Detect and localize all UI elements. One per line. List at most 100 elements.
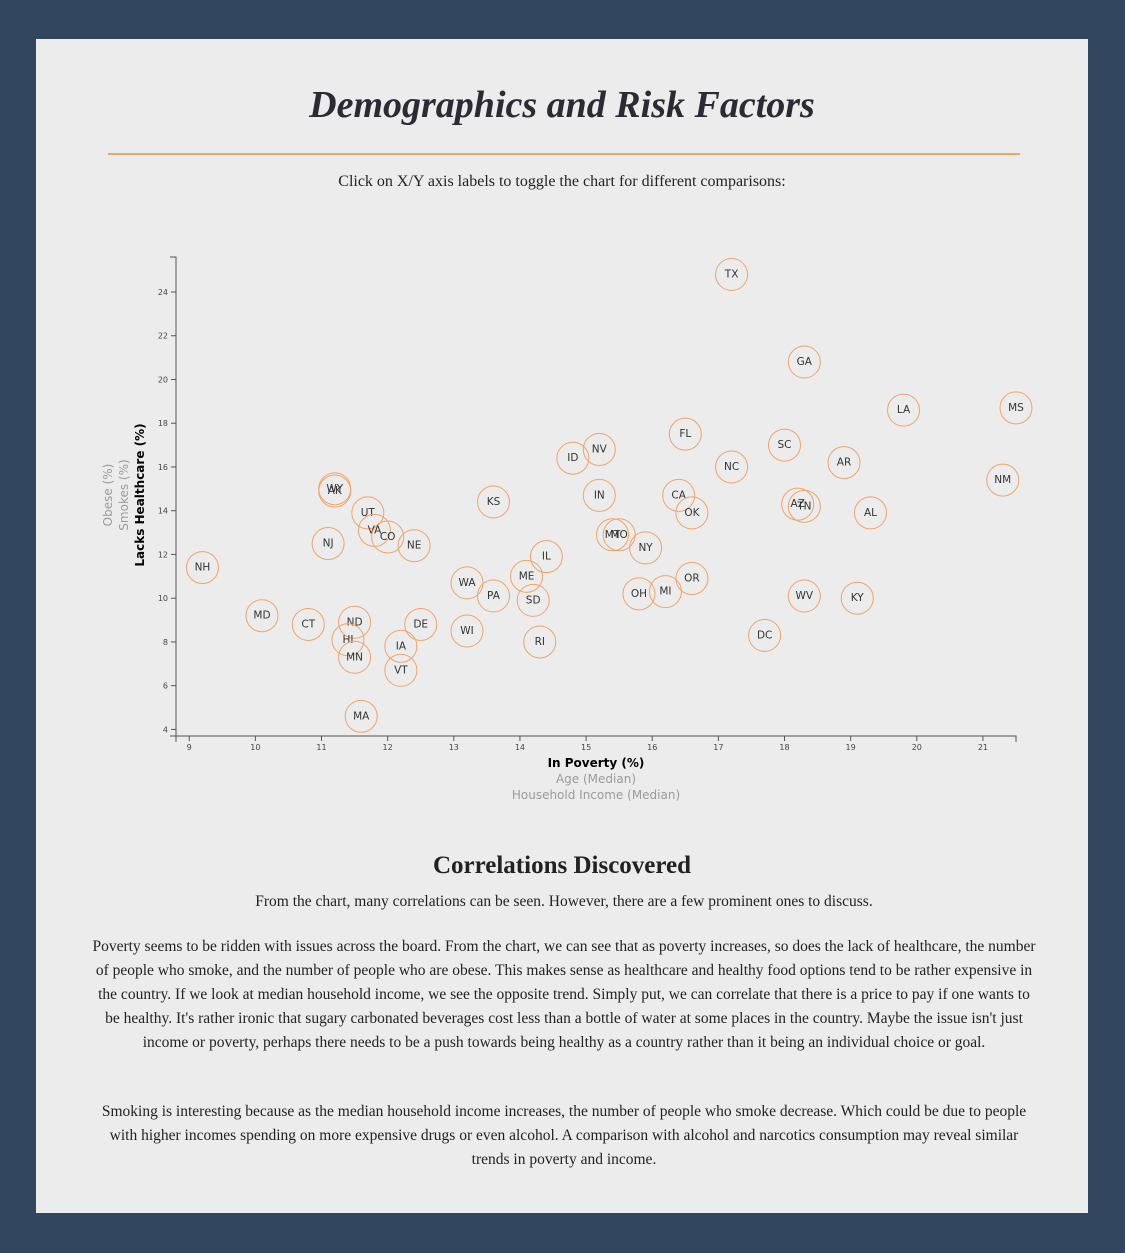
correlations-intro: From the chart, many correlations can be… [255,893,873,910]
state-marker[interactable] [840,581,874,615]
state-label: CO [380,531,396,543]
state-label: MI [659,586,671,598]
chart-instructions: Click on X/Y axis labels to toggle the c… [338,173,786,190]
state-marker[interactable] [986,463,1020,497]
state-marker[interactable] [404,607,438,641]
y-axis-line [170,256,177,737]
state-label: NH [195,562,211,574]
state-marker[interactable] [602,518,636,552]
state-marker[interactable] [781,487,815,521]
state-marker[interactable] [662,478,696,512]
state-label: VA [368,524,383,536]
state-marker[interactable] [999,391,1033,425]
state-marker[interactable] [384,629,418,663]
state-marker[interactable] [523,625,557,659]
state-marker[interactable] [622,577,656,611]
state-marker[interactable] [510,559,544,593]
state-label: KS [487,496,501,508]
state-marker[interactable] [338,640,372,674]
state-marker[interactable] [648,575,682,609]
state-marker[interactable] [371,520,405,554]
x-axis-label-age[interactable]: Age (Median) [556,772,636,786]
state-marker[interactable] [384,653,418,687]
state-marker[interactable] [715,450,749,484]
state-label: MT [605,529,621,541]
state-marker[interactable] [245,599,279,633]
state-marker[interactable] [675,562,709,596]
state-marker[interactable] [556,441,590,475]
state-marker[interactable] [715,257,749,291]
state-label: ME [519,570,535,582]
y-tick-label: 16 [158,463,168,472]
state-marker[interactable] [351,496,385,530]
x-tick-label: 21 [978,743,988,752]
state-label: TN [796,500,811,512]
state-marker[interactable] [185,551,219,585]
state-marker[interactable] [450,566,484,600]
y-tick-label: 8 [163,638,168,647]
y-tick-label: 18 [158,419,168,428]
x-axis: 9 10 11 12 13 14 15 16 17 18 19 20 21 [175,735,1017,752]
x-tick-label: 13 [449,743,459,752]
state-marker[interactable] [450,614,484,648]
state-marker[interactable] [787,345,821,379]
state-label: NJ [323,538,334,550]
state-marker[interactable] [582,478,616,512]
state-marker[interactable] [476,485,510,519]
state-marker[interactable] [887,393,921,427]
state-label: WV [796,590,814,602]
page-title: Demographics and Risk Factors [309,84,815,126]
state-marker[interactable] [344,699,378,733]
state-marker[interactable] [476,579,510,613]
y-tick-label: 24 [158,288,168,297]
state-marker[interactable] [675,496,709,530]
state-marker[interactable] [768,428,802,462]
state-label: OH [631,588,647,600]
state-marker[interactable] [397,529,431,563]
x-axis-line [175,735,1017,742]
page-container: Demographics and Risk Factors Click on X… [36,39,1088,1213]
state-marker[interactable] [787,579,821,613]
y-tick-label: 14 [158,507,168,516]
state-marker[interactable] [629,531,663,565]
state-label: MN [346,651,363,663]
y-axis-label-healthcare[interactable]: Lacks Healthcare (%) [133,423,147,566]
state-marker[interactable] [311,527,345,561]
state-label: IN [594,489,605,501]
state-marker[interactable] [318,474,352,508]
x-axis-label-poverty[interactable]: In Poverty (%) [548,756,645,770]
state-label: AR [837,457,851,469]
state-label: VT [394,664,408,676]
x-tick-label: 10 [250,743,260,752]
y-axis-label-smokes[interactable]: Smokes (%) [117,459,131,530]
state-label: TX [724,268,739,280]
state-label: HI [342,634,353,646]
state-label: WY [326,483,343,495]
y-axis-label-obese[interactable]: Obese (%) [101,464,115,527]
state-marker[interactable] [853,496,887,530]
state-marker[interactable] [596,518,630,552]
state-label: WA [459,577,477,589]
state-marker[interactable] [529,540,563,574]
state-marker[interactable] [291,607,325,641]
state-label: NM [994,474,1011,486]
state-label: MA [353,710,370,722]
state-marker[interactable] [516,583,550,617]
state-marker[interactable] [338,605,372,639]
state-marker[interactable] [668,417,702,451]
x-tick-label: 14 [515,743,525,752]
state-marker[interactable] [827,446,861,480]
y-tick-label: 20 [158,375,168,384]
state-marker[interactable] [787,489,821,523]
state-label: UT [361,507,376,519]
state-label: LA [897,404,911,416]
x-tick-label: 19 [846,743,856,752]
y-tick-label: 4 [163,725,168,734]
state-marker[interactable] [331,623,365,657]
y-tick-label: 12 [158,550,168,559]
state-marker[interactable] [582,432,616,466]
state-marker[interactable] [748,618,782,652]
title-divider [108,153,1020,155]
x-axis-label-income[interactable]: Household Income (Median) [512,788,680,802]
